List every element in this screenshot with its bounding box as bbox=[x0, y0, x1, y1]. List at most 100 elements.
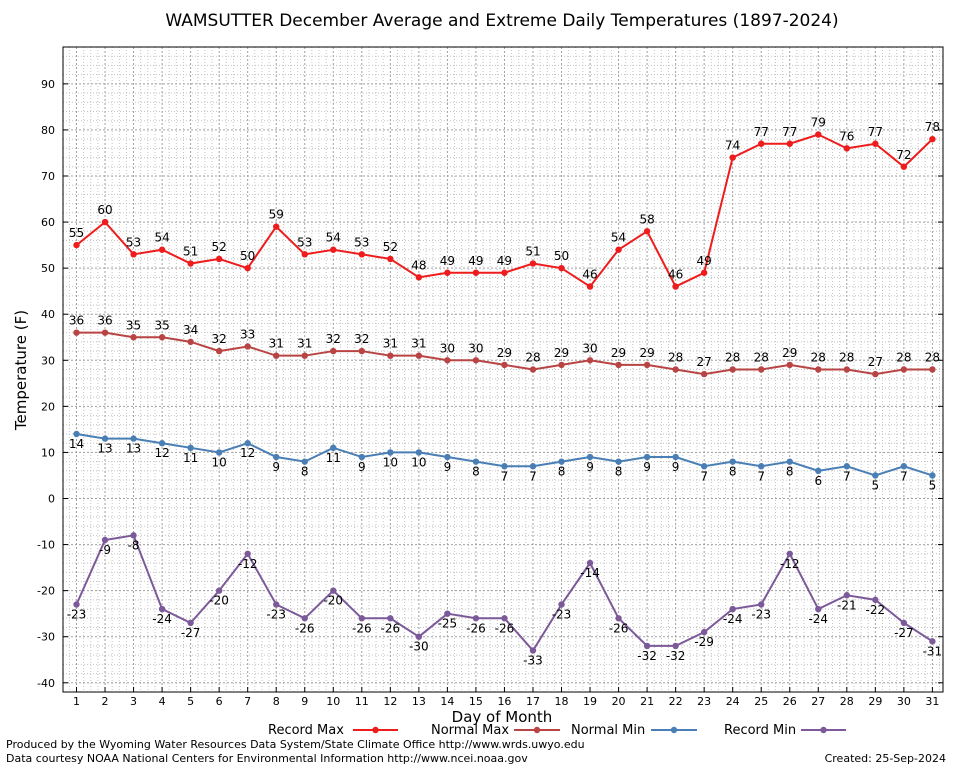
x-tick-label: 23 bbox=[697, 695, 711, 708]
data-point bbox=[273, 223, 280, 230]
data-label: 31 bbox=[383, 337, 398, 351]
data-label: -32 bbox=[666, 649, 686, 663]
data-label: -26 bbox=[381, 621, 401, 635]
data-point bbox=[73, 241, 80, 249]
data-point bbox=[472, 458, 480, 465]
data-label: 11 bbox=[326, 451, 341, 465]
data-label: 28 bbox=[525, 351, 540, 365]
data-label: 14 bbox=[69, 437, 84, 451]
legend-marker bbox=[820, 726, 827, 734]
data-point bbox=[900, 366, 908, 373]
data-label: 52 bbox=[383, 240, 398, 254]
data-label: 28 bbox=[668, 351, 683, 365]
data-label: -23 bbox=[67, 607, 87, 621]
data-point bbox=[358, 615, 365, 622]
data-label: 8 bbox=[729, 465, 737, 479]
data-label: 9 bbox=[444, 460, 452, 474]
data-point bbox=[501, 269, 508, 276]
data-point bbox=[330, 587, 337, 594]
data-label: 36 bbox=[69, 314, 84, 328]
data-label: -8 bbox=[128, 538, 140, 552]
data-point bbox=[900, 619, 908, 627]
data-point bbox=[586, 357, 594, 364]
x-tick-label: 31 bbox=[925, 695, 939, 708]
series-record-max: 55 60 53 54 51 52 50 59 53 54 53 52 48 49 49 49 51 50 46 54… bbox=[69, 116, 940, 290]
data-point bbox=[615, 615, 622, 622]
x-tick-label: 14 bbox=[440, 695, 454, 708]
x-tick-label: 6 bbox=[216, 695, 223, 708]
y-tick-label: 90 bbox=[41, 78, 55, 91]
data-label: 35 bbox=[126, 318, 141, 332]
y-tick-label: 60 bbox=[41, 216, 55, 229]
data-point bbox=[672, 642, 679, 650]
data-point bbox=[872, 472, 879, 479]
data-point bbox=[700, 269, 708, 276]
data-point bbox=[130, 334, 137, 341]
x-axis-label: Day of Month bbox=[452, 708, 553, 726]
legend-label: Normal Min bbox=[571, 723, 645, 738]
data-point bbox=[387, 352, 394, 359]
x-tick-label: 1 bbox=[73, 695, 80, 708]
data-label: 8 bbox=[558, 465, 566, 479]
data-label: -31 bbox=[923, 644, 943, 658]
data-label: 28 bbox=[754, 351, 769, 365]
data-point bbox=[387, 449, 394, 456]
x-tick-label: 21 bbox=[640, 695, 654, 708]
data-point bbox=[244, 343, 251, 350]
data-label: 8 bbox=[472, 465, 480, 479]
data-label: 78 bbox=[925, 120, 940, 134]
grid bbox=[63, 46, 943, 693]
data-point bbox=[158, 440, 166, 447]
data-point bbox=[529, 463, 537, 470]
y-tick-label: 70 bbox=[41, 170, 55, 183]
credit-line-1: Produced by the Wyoming Water Resources … bbox=[6, 738, 585, 751]
data-point bbox=[415, 633, 423, 640]
data-label: 50 bbox=[240, 249, 255, 263]
data-point bbox=[929, 638, 936, 645]
data-label: 13 bbox=[126, 442, 141, 456]
data-label: 49 bbox=[497, 254, 512, 268]
data-point bbox=[672, 453, 679, 461]
data-point bbox=[444, 610, 451, 617]
data-point bbox=[729, 154, 736, 161]
data-point bbox=[758, 366, 765, 373]
data-point bbox=[273, 601, 280, 608]
data-label: 7 bbox=[843, 469, 851, 483]
data-label: 7 bbox=[501, 469, 509, 483]
data-label: -23 bbox=[552, 607, 572, 621]
data-label: 49 bbox=[440, 254, 455, 268]
data-point bbox=[586, 283, 594, 290]
data-label: 28 bbox=[839, 351, 854, 365]
data-label: 35 bbox=[154, 318, 169, 332]
x-tick-label: 17 bbox=[526, 695, 540, 708]
x-tick-label: 18 bbox=[555, 695, 569, 708]
data-label: 34 bbox=[183, 323, 198, 337]
data-point bbox=[758, 140, 765, 147]
data-label: 32 bbox=[326, 332, 341, 346]
x-tick-label: 22 bbox=[669, 695, 683, 708]
data-label: 10 bbox=[383, 455, 398, 469]
data-point bbox=[301, 251, 308, 258]
legend-marker bbox=[670, 726, 678, 734]
data-point bbox=[586, 559, 594, 567]
data-point bbox=[130, 532, 137, 539]
credit-line-2: Data courtesy NOAA National Centers for … bbox=[6, 752, 528, 765]
data-label: 12 bbox=[154, 446, 169, 460]
data-point bbox=[472, 615, 480, 622]
data-label: 29 bbox=[611, 346, 626, 360]
data-point bbox=[415, 274, 423, 281]
data-point bbox=[529, 647, 537, 654]
data-label: -20 bbox=[323, 594, 343, 608]
data-point bbox=[643, 453, 651, 461]
data-label: 32 bbox=[354, 332, 369, 346]
data-label: -30 bbox=[409, 640, 429, 654]
data-point bbox=[330, 246, 337, 253]
data-label: 10 bbox=[212, 455, 227, 469]
data-point bbox=[415, 449, 423, 456]
data-label: 54 bbox=[326, 231, 341, 245]
data-point bbox=[729, 458, 736, 465]
data-point bbox=[73, 601, 80, 608]
data-point bbox=[586, 453, 594, 461]
